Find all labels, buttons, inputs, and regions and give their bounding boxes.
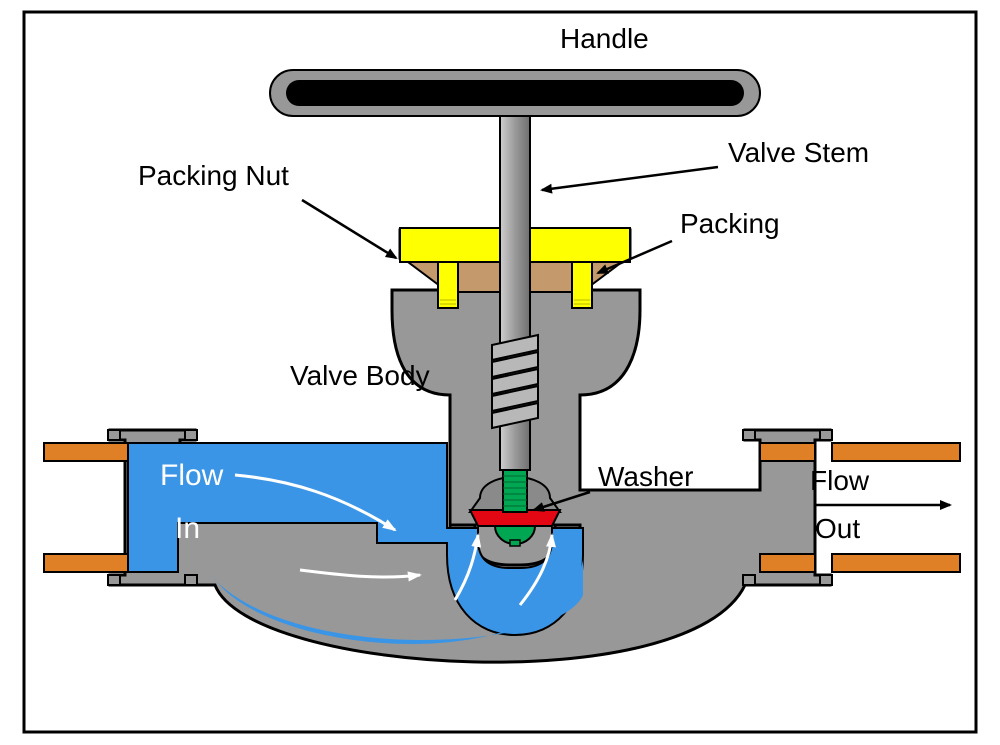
label-packing-nut: Packing Nut xyxy=(138,160,289,191)
label-flow-in-2: In xyxy=(175,512,200,545)
label-valve-stem: Valve Stem xyxy=(728,137,869,168)
valve-diagram: Handle Valve Stem Packing Nut Packing Va… xyxy=(0,0,1000,745)
label-packing: Packing xyxy=(680,208,780,239)
label-flow-in-1: Flow xyxy=(160,459,224,492)
handle xyxy=(270,70,760,116)
label-flow-out-1: Flow xyxy=(810,465,870,496)
label-flow-out-2: Out xyxy=(815,513,860,544)
label-handle: Handle xyxy=(560,23,649,54)
label-washer: Washer xyxy=(598,461,693,492)
label-valve-body: Valve Body xyxy=(290,360,430,391)
